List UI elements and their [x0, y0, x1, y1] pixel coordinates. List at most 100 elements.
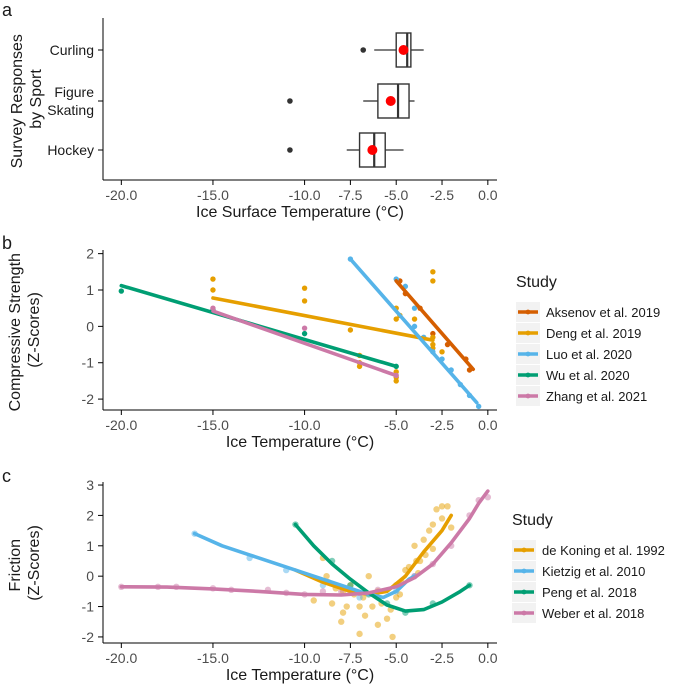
series-de-koning-et-al-1992 — [310, 503, 455, 641]
data-point — [301, 325, 308, 331]
data-point — [420, 536, 427, 543]
panel-b-y-tick-label: 0 — [86, 318, 94, 334]
panel-a-x-tick-label: -5.0 — [384, 187, 408, 203]
panel-b-y-label: Compressive Strength (Z-Scores) — [7, 249, 43, 412]
panel-b-x-tick-label: -15.0 — [197, 417, 229, 433]
panel-c-y-label-line-1: Friction — [7, 539, 24, 591]
legend-item-luo-et-al-2020: Luo et al. 2020 — [546, 347, 632, 362]
data-point — [393, 316, 399, 322]
panel-a-y-tick-label-figure-skating: Figure Skating — [47, 84, 94, 118]
data-point — [361, 612, 369, 619]
data-point — [389, 633, 396, 641]
panel-a-y-tick-label-line: Hockey — [47, 142, 94, 158]
fit-line-deng-et-al-2019 — [211, 296, 435, 342]
panel-a-y-tick-label-curling: Curling — [50, 42, 94, 58]
panel-b-y-tick-label: -2 — [82, 391, 95, 407]
panel-b-x-tick-label: -10.0 — [289, 417, 321, 433]
panel-a-x-tick-label: -20.0 — [105, 187, 137, 203]
data-point — [447, 524, 455, 531]
panel-a-y-ticks: Curling Figure Skating Hockey — [47, 42, 103, 158]
data-point — [365, 572, 372, 580]
panel-b-y-tick-label: 1 — [86, 282, 94, 298]
box-outlier-point — [287, 147, 293, 153]
panel-a-y-tick-label-line: Skating — [47, 102, 94, 118]
box-figure-skating — [287, 83, 415, 119]
panel-a-y-label: Survey Responses by Sport — [9, 30, 45, 169]
data-point — [328, 600, 336, 607]
panel-c-y-label-line-2: (Z-Scores) — [26, 525, 43, 601]
panel-b: -2 -1 0 1 2 -20.0 -15.0 -10.0 -5.0 -2.5 0.0 Ice T… — [7, 246, 660, 451]
data-point — [411, 305, 418, 311]
panel-c-x-tick-label: -2.5 — [430, 650, 454, 666]
panel-b-x-tick-label: -5.0 — [384, 417, 408, 433]
legend-item-kietzig-et-al-2010: Kietzig et al. 2010 — [542, 564, 645, 579]
panel-a-x-label: Ice Surface Temperature (°C) — [196, 204, 404, 221]
panel-c-y-tick-label: 3 — [86, 477, 94, 493]
panel-c-x-tick-label: -7.5 — [338, 650, 362, 666]
panel-b-y-ticks: -2 -1 0 1 2 — [82, 246, 103, 407]
panel-c-x-tick-label: -20.0 — [105, 650, 137, 666]
data-point — [383, 615, 391, 622]
panel-c-label: c — [2, 466, 11, 486]
data-point — [369, 603, 376, 610]
panel-c-y-tick-label: 0 — [86, 568, 94, 584]
panel-a-y-tick-label-line: Curling — [50, 42, 94, 58]
legend-item-de-koning-et-al-1992: de Koning et al. 1992 — [542, 543, 665, 558]
legend-item-wu-et-al-2020: Wu et al. 2020 — [546, 368, 630, 383]
panel-a-plot-area — [103, 18, 497, 180]
panel-a-x-tick-label: -10.0 — [289, 187, 321, 203]
data-point — [310, 597, 317, 604]
panel-b-y-label-line-1: Compressive Strength — [7, 253, 24, 411]
legend-key-dot — [525, 309, 531, 315]
box-outlier-point — [360, 47, 367, 53]
box-mean-point — [385, 96, 396, 106]
data-point — [339, 609, 347, 616]
legend-key-dot — [525, 351, 531, 357]
panel-a-x-tick-label: -7.5 — [338, 187, 362, 203]
data-point — [429, 521, 437, 528]
panel-c-y-tick-label: -2 — [82, 629, 95, 645]
legend-key-dot — [521, 610, 527, 616]
panel-b-x-tick-label: -20.0 — [105, 417, 137, 433]
panel-b-y-tick-label: 2 — [86, 246, 94, 262]
panel-b-y-label-line-2: (Z-Scores) — [26, 292, 43, 368]
panel-c-x-tick-label: -10.0 — [289, 650, 321, 666]
data-point — [411, 316, 418, 322]
data-point — [210, 276, 216, 282]
data-point — [356, 603, 363, 610]
data-point — [301, 285, 308, 291]
box-mean-point — [367, 145, 378, 155]
panel-c-y-ticks: -2 -1 0 1 2 3 — [82, 477, 103, 645]
panel-c-x-tick-label: -15.0 — [197, 650, 229, 666]
panel-b-x-label: Ice Temperature (°C) — [226, 434, 374, 451]
legend-key-dot — [525, 393, 531, 399]
data-point — [210, 305, 216, 311]
fit-line-kietzig-et-al-2010 — [192, 531, 417, 600]
panel-a-y-tick-label-hockey: Hockey — [47, 142, 94, 158]
panel-a-y-label-line-1: Survey Responses — [9, 34, 26, 168]
data-point — [475, 403, 482, 410]
panel-a-x-tick-label: -2.5 — [430, 187, 454, 203]
data-point — [438, 515, 446, 522]
box-mean-point — [398, 45, 409, 55]
data-point — [301, 298, 308, 304]
panel-c-legend-title: Study — [512, 512, 553, 529]
data-point — [393, 378, 399, 384]
fit-line-peng-et-al-2018 — [293, 522, 472, 613]
data-point — [430, 278, 436, 284]
legend-item-deng-et-al-2019: Deng et al. 2019 — [546, 326, 641, 341]
panel-a-x-tick-label: 0.0 — [478, 187, 498, 203]
data-point — [301, 330, 308, 337]
panel-b-legend: Study Aksenov et al. 2019 Deng et al. 2019… — [516, 274, 660, 406]
panel-c-legend: Study de Koning et al. 1992 Kietzig et al.… — [512, 512, 665, 623]
panel-c-y-tick-label: 1 — [86, 538, 94, 554]
panel-c-marks — [118, 489, 492, 641]
panel-b-marks — [118, 256, 482, 410]
data-point — [433, 506, 440, 513]
panel-c-x-label: Ice Temperature (°C) — [226, 667, 374, 684]
fit-line-zhang-et-al-2021 — [211, 309, 398, 378]
data-point — [429, 545, 437, 553]
data-point — [347, 327, 354, 333]
